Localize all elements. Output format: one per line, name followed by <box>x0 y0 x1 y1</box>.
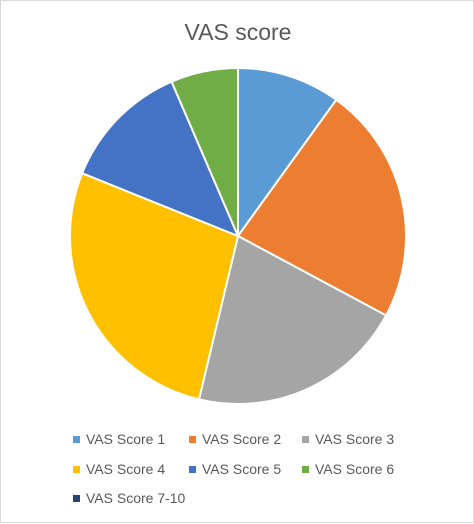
chart-title: VAS score <box>184 19 292 45</box>
pie-slice-vas-score-6 <box>170 66 239 237</box>
legend-swatch <box>189 435 196 443</box>
legend-label: VAS Score 7-10 <box>86 490 186 506</box>
pie-slice-vas-score-4 <box>69 171 240 401</box>
legend-item-vas-score-2: VAS Score 2 <box>189 431 281 447</box>
pie-slice-vas-score-3 <box>197 234 388 405</box>
legend-item-vas-score-7-10: VAS Score 7-10 <box>73 490 185 506</box>
legend-item-vas-score-3: VAS Score 3 <box>302 431 394 447</box>
pie-slice-vas-score-5 <box>80 80 240 238</box>
legend-label: VAS Score 1 <box>86 431 166 447</box>
legend-label: VAS Score 3 <box>315 431 395 447</box>
legend-swatch <box>302 465 309 473</box>
legend-item-vas-score-1: VAS Score 1 <box>73 431 165 447</box>
legend-swatch <box>73 494 80 502</box>
legend-label: VAS Score 2 <box>202 431 282 447</box>
pie-slice-vas-score-2 <box>236 98 407 317</box>
legend-label: VAS Score 6 <box>315 461 395 477</box>
legend-label: VAS Score 5 <box>202 461 282 477</box>
legend-item-vas-score-5: VAS Score 5 <box>189 461 281 477</box>
legend-label: VAS Score 4 <box>86 461 166 477</box>
legend-swatch <box>302 435 309 443</box>
legend-swatch <box>73 465 80 473</box>
legend-swatch <box>73 435 80 443</box>
pie-slice-vas-score-1 <box>237 66 338 240</box>
legend-item-vas-score-6: VAS Score 6 <box>302 461 394 477</box>
legend-item-vas-score-4: VAS Score 4 <box>73 461 165 477</box>
legend-swatch <box>189 465 196 473</box>
